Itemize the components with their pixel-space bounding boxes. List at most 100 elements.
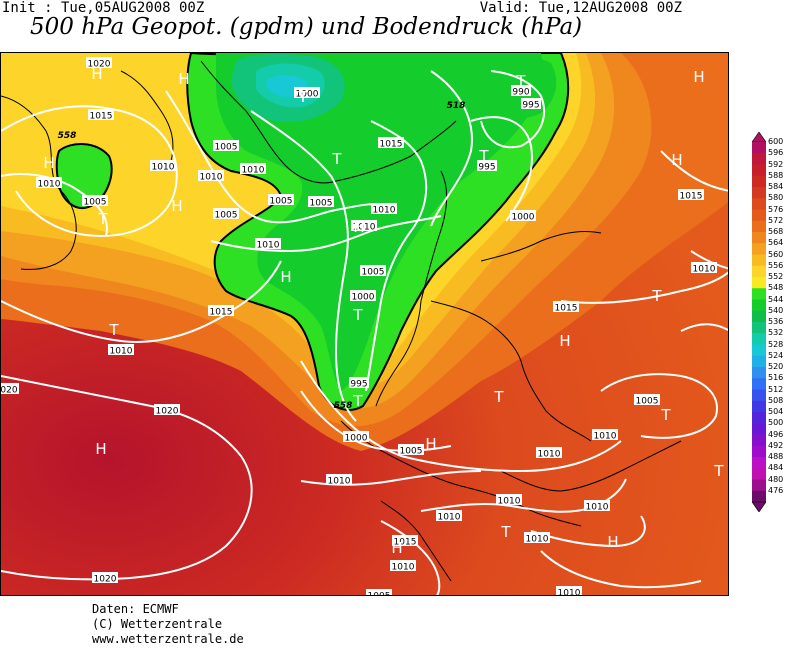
scale-swatch: [752, 310, 766, 323]
scale-swatch: [752, 265, 766, 278]
isobar-label: 1010: [240, 163, 266, 176]
map-annotations: 1020 1015 1010 1010 1005 1005 1010 1010 1005 1000…: [1, 57, 724, 597]
svg-text:1005: 1005: [636, 397, 659, 407]
isobar-label: 1010: [255, 238, 281, 251]
scale-tick-label: 556: [768, 260, 784, 270]
high-pressure-marker: H: [91, 65, 102, 83]
scale-swatch: [752, 468, 766, 480]
scale-swatch: [752, 423, 766, 435]
low-pressure-marker: T: [500, 523, 511, 541]
scale-swatch: [752, 355, 766, 368]
isobar-label: 1010: [351, 220, 377, 233]
isobar-label: 1010: [496, 494, 522, 507]
scale-tick-label: 528: [768, 339, 784, 349]
isobar-label: 1020: [92, 572, 118, 585]
scale-tick-label: 488: [768, 452, 784, 461]
svg-text:995: 995: [478, 163, 495, 173]
svg-text:1010: 1010: [586, 503, 609, 513]
svg-text:1015: 1015: [394, 538, 417, 548]
scale-swatch: [752, 277, 766, 289]
isobar-label: 1010: [691, 262, 717, 275]
footer-data-source: Daten: ECMWF: [92, 602, 179, 616]
scale-swatch: [752, 187, 766, 199]
low-pressure-marker: T: [297, 88, 308, 106]
high-pressure-marker: H: [607, 533, 618, 551]
svg-text:1010: 1010: [558, 589, 581, 597]
svg-text:1005: 1005: [215, 143, 238, 153]
green-core: [216, 53, 543, 391]
low-pressure-marker: T: [352, 392, 363, 410]
isobar-label: 1010: [556, 586, 582, 597]
scale-tick-label: 584: [768, 182, 784, 191]
scale-tick-label: 496: [768, 429, 784, 439]
scale-tick-label: 476: [768, 485, 784, 495]
svg-text:1010: 1010: [242, 166, 265, 176]
scale-swatch: [752, 378, 766, 390]
scale-tick-label: 572: [768, 215, 784, 225]
geopotential-contour-label: 558: [58, 131, 77, 141]
svg-text:1010: 1010: [373, 206, 396, 216]
scale-swatch: [752, 232, 766, 244]
isobar-label: 1005: [634, 394, 660, 407]
svg-text:1010: 1010: [353, 223, 376, 233]
isobar-label: 1010: [198, 170, 224, 183]
low-pressure-marker: T: [352, 306, 363, 324]
isobar-label: 1015: [678, 189, 704, 202]
scale-swatch: [752, 434, 766, 447]
low-pressure-marker: T: [108, 321, 119, 339]
low-pressure-marker: T: [651, 287, 662, 305]
high-pressure-marker: H: [425, 435, 436, 453]
scale-swatch: [752, 445, 766, 458]
high-pressure-marker: H: [171, 197, 182, 215]
scale-swatch: [752, 412, 766, 424]
svg-text:1010: 1010: [498, 497, 521, 507]
scale-swatch: [752, 142, 766, 154]
svg-text:1005: 1005: [270, 197, 293, 207]
scale-tick-label: 544: [768, 294, 784, 304]
scale-tick-label: 592: [768, 159, 784, 169]
isobar-label: 1005: [213, 208, 239, 221]
isobar-label: 1005: [213, 140, 239, 153]
isobar-label: 995: [477, 160, 497, 173]
isobar-label: 1010: [390, 560, 416, 573]
isobar-label: 990: [511, 85, 531, 98]
isobar-label: 020: [1, 383, 19, 396]
svg-text:1005: 1005: [400, 447, 423, 457]
svg-text:1010: 1010: [693, 265, 716, 275]
svg-text:1015: 1015: [680, 192, 703, 202]
geopotential-contour-label: 558: [334, 401, 353, 411]
isobar-label: 1010: [436, 510, 462, 523]
isobar-label: 1020: [86, 57, 112, 70]
svg-text:1010: 1010: [392, 563, 415, 573]
map-title: 500 hPa Geopot. (gpdm) und Bodendruck (h…: [30, 14, 583, 40]
scale-swatch: [752, 479, 766, 492]
isobar-label: 1010: [371, 203, 397, 216]
footer-website: www.wetterzentrale.de: [92, 632, 244, 646]
high-pressure-marker: H: [559, 332, 570, 350]
scale-swatch: [752, 344, 766, 357]
scale-tick-label: 568: [768, 227, 784, 236]
scale-tick-label: 580: [768, 193, 784, 203]
svg-text:1010: 1010: [110, 347, 133, 357]
scale-tick-label: 504: [768, 407, 784, 416]
svg-text:1010: 1010: [594, 432, 617, 442]
svg-text:1020: 1020: [88, 60, 111, 70]
scale-tick-label: 532: [768, 328, 784, 338]
scale-swatch: [752, 367, 766, 379]
scale-swatch: [752, 333, 766, 345]
svg-text:1020: 1020: [156, 407, 179, 417]
scale-swatch: [752, 389, 766, 402]
scale-swatch: [752, 490, 766, 503]
low-pressure-marker: T: [97, 210, 108, 228]
scale-swatch: [752, 198, 766, 210]
svg-text:020: 020: [1, 386, 18, 396]
isobar-label: 1000: [343, 431, 369, 444]
scale-tick-label: 512: [768, 384, 784, 394]
scale-tick-label: 548: [768, 283, 784, 293]
coastlines: [1, 60, 682, 582]
isobar-label: 1010: [536, 447, 562, 460]
scale-swatch: [752, 299, 766, 312]
scale-tick-label: 588: [768, 170, 784, 180]
isobar-label: 1015: [88, 109, 114, 122]
isobar-label: 1005: [398, 444, 424, 457]
